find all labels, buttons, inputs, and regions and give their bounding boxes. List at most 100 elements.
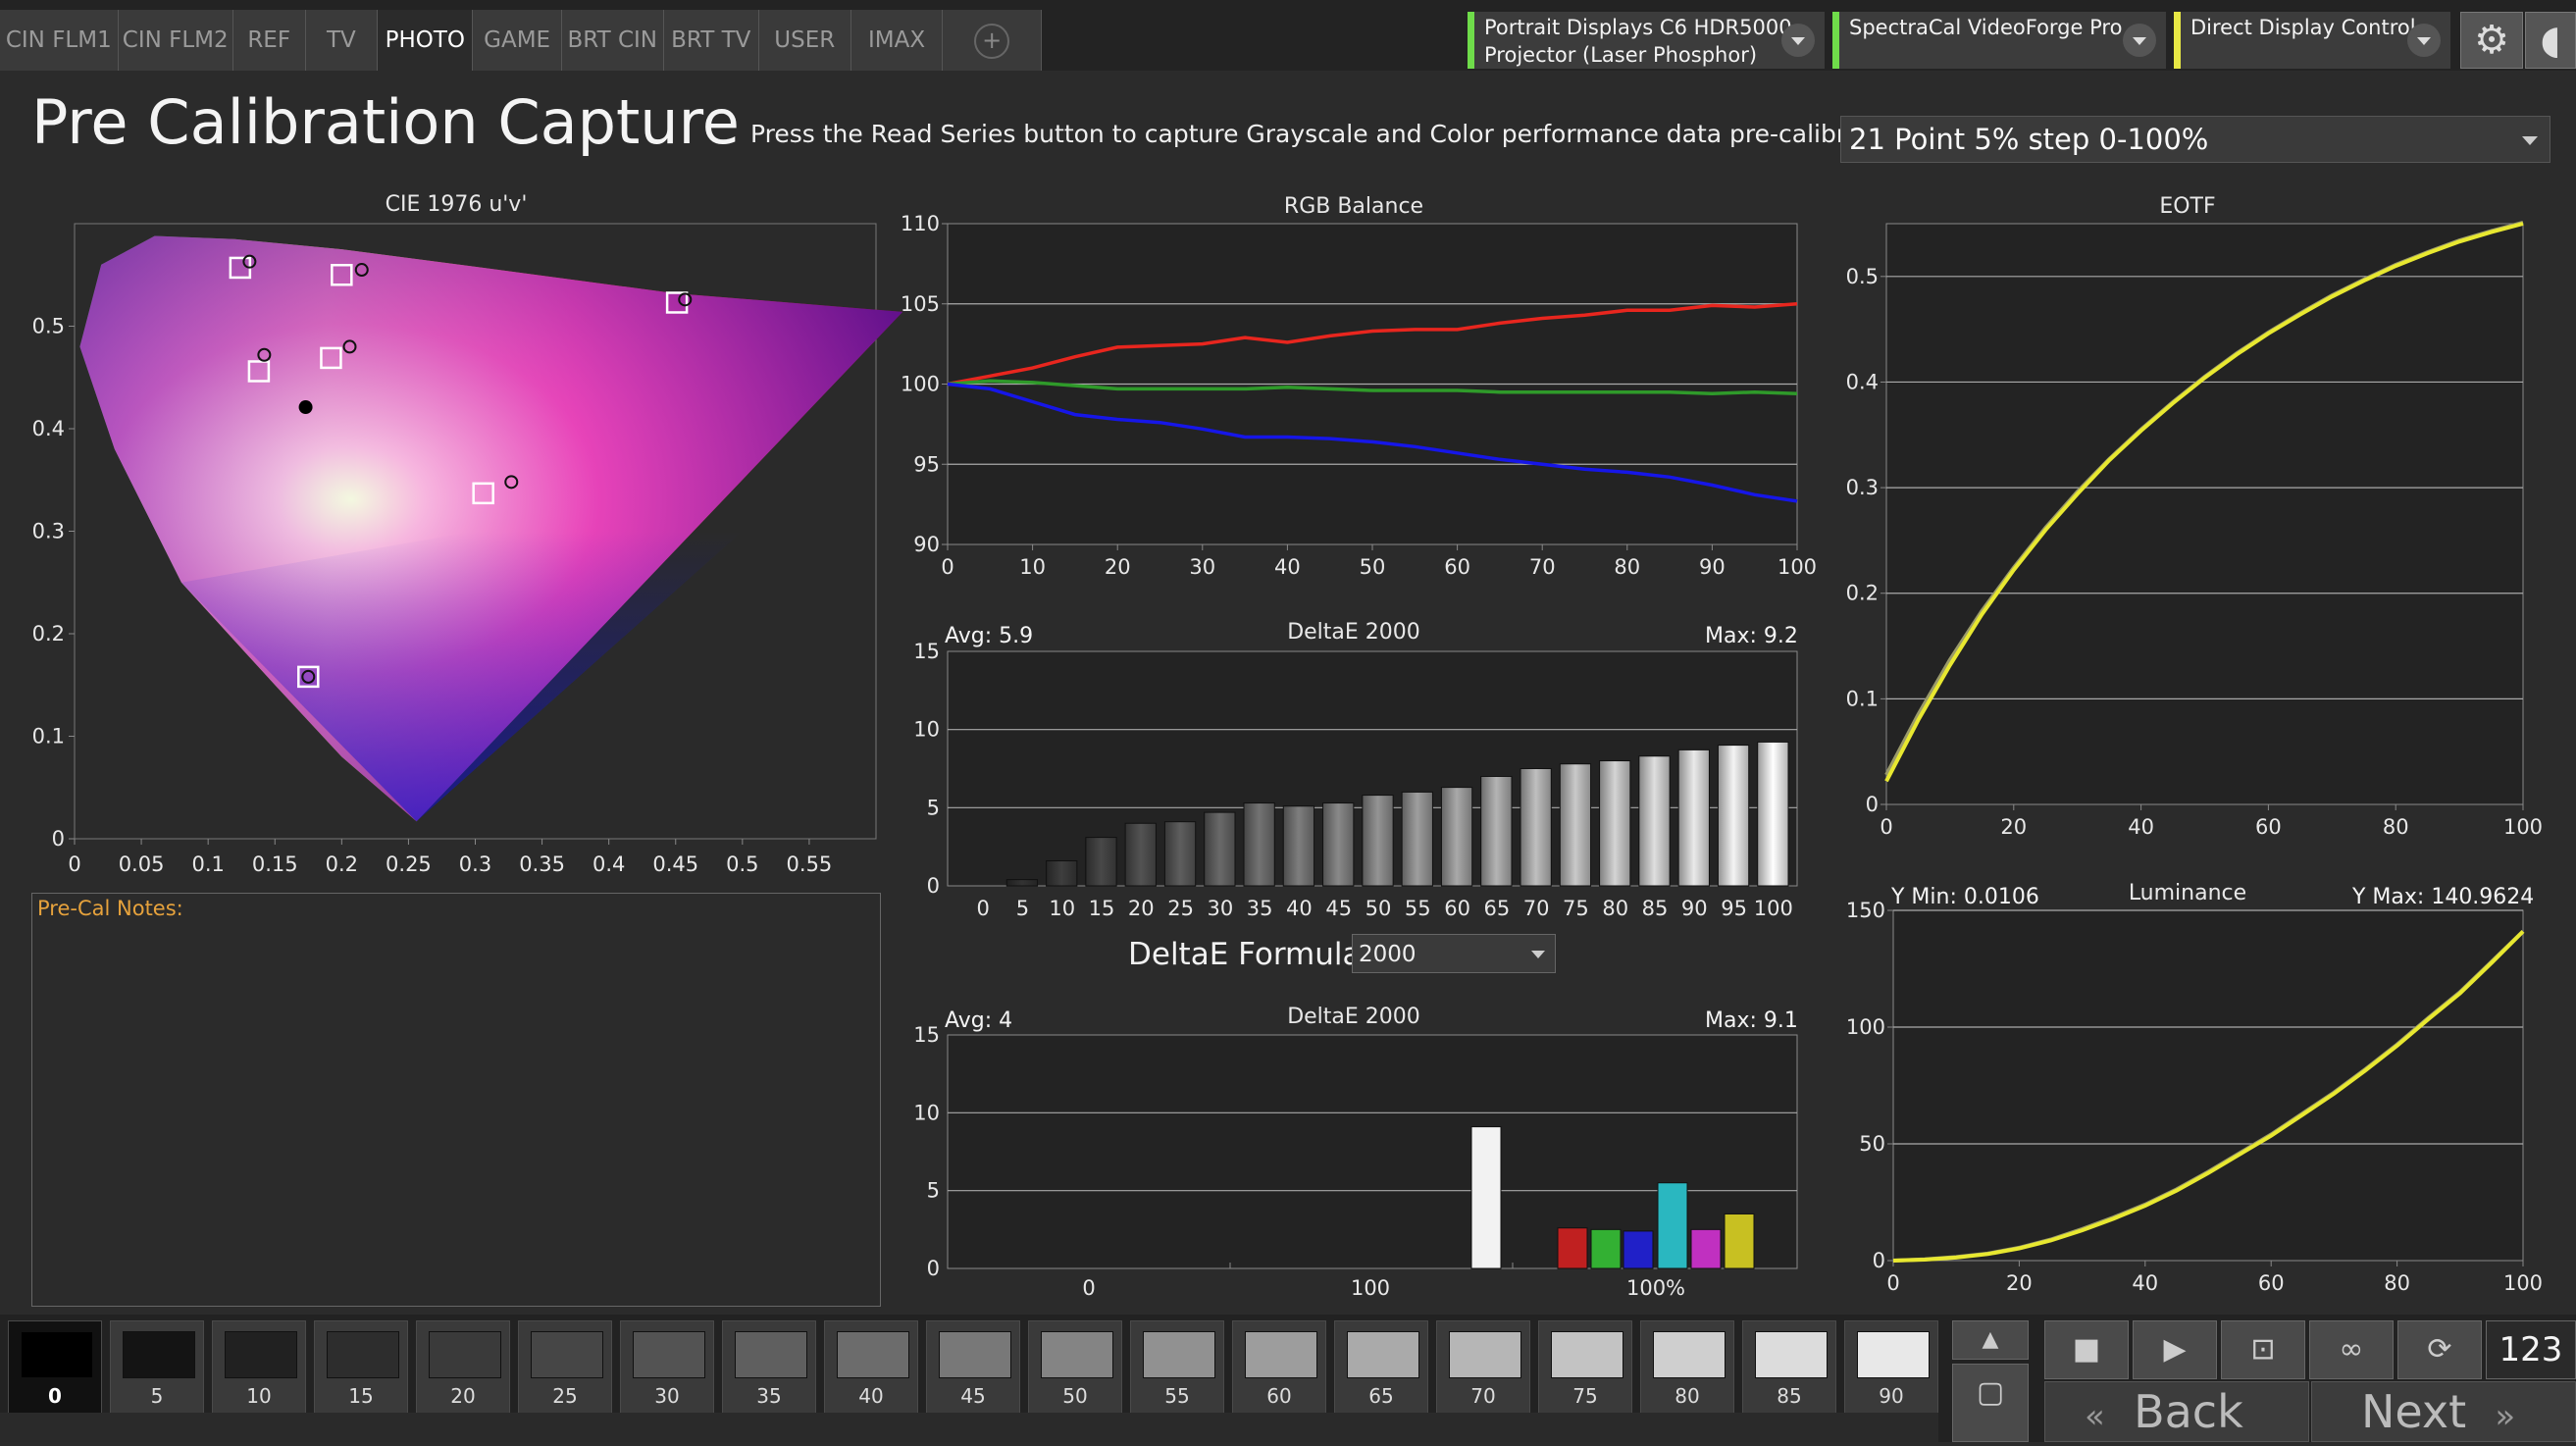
degray-xtick-label: 75 <box>1563 897 1589 920</box>
back-button[interactable]: « Back <box>2044 1381 2309 1442</box>
tab-brt-cin[interactable]: BRT CIN <box>561 10 664 71</box>
read-series-button[interactable]: ▢ <box>1952 1364 2029 1442</box>
bracket-icon: ⊡ <box>2250 1332 2276 1367</box>
degray-xtick-label: 35 <box>1247 897 1273 920</box>
device-name: Portrait Displays C6 HDR5000 <box>1484 16 1792 39</box>
counter-display: 123 <box>2486 1320 2576 1379</box>
swatch-65[interactable]: 65 <box>1334 1320 1428 1415</box>
tab-cin-flm1[interactable]: CIN FLM1 <box>0 10 119 71</box>
deltae-gray-max: Max: 9.2 <box>1705 624 1798 648</box>
rgb-series-blue <box>947 382 1798 503</box>
swatch-5[interactable]: 5 <box>110 1320 204 1415</box>
instruction-text: Press the Read Series button to capture … <box>750 120 1917 148</box>
tab-game[interactable]: GAME <box>473 10 562 71</box>
cie-xtick-label: 0.2 <box>326 852 358 876</box>
rgb-ytick-label: 90 <box>913 533 940 556</box>
swatch-90[interactable]: 90 <box>1844 1320 1938 1415</box>
swatch-25[interactable]: 25 <box>518 1320 612 1415</box>
tab-brt-tv[interactable]: BRT TV <box>663 10 759 71</box>
swatch-label: 65 <box>1368 1384 1394 1408</box>
swatch-40[interactable]: 40 <box>824 1320 918 1415</box>
tab-ref[interactable]: REF <box>232 10 306 71</box>
swatch-chip <box>1245 1331 1317 1378</box>
swatch-60[interactable]: 60 <box>1232 1320 1326 1415</box>
chevron-down-icon[interactable] <box>1781 24 1815 57</box>
decolor-bar-yellow <box>1724 1213 1755 1269</box>
single-read-button[interactable]: ⊡ <box>2221 1320 2305 1379</box>
degray-bar <box>1599 760 1631 887</box>
swatch-chip <box>1143 1331 1215 1378</box>
series-dropdown[interactable]: 21 Point 5% step 0-100% <box>1840 116 2550 163</box>
settings-button[interactable]: ⚙ <box>2460 12 2523 69</box>
tab-photo[interactable]: PHOTO <box>378 10 474 71</box>
degray-xtick-label: 10 <box>1049 897 1075 920</box>
decolor-ytick-label: 15 <box>913 1023 940 1047</box>
scroll-up-button[interactable]: ▲ <box>1952 1320 2029 1360</box>
degray-bar <box>1717 745 1750 887</box>
degray-bar <box>1243 802 1275 887</box>
swatch-55[interactable]: 55 <box>1130 1320 1224 1415</box>
cie-target-point <box>297 665 320 689</box>
cie-measured-point <box>504 475 519 490</box>
chevron-down-icon[interactable] <box>2123 24 2156 57</box>
tab-cin-flm2[interactable]: CIN FLM2 <box>118 10 233 71</box>
eotf-title: EOTF <box>2159 194 2216 219</box>
cie-xtick-label: 0.15 <box>252 852 298 876</box>
refresh-button[interactable]: ⟳ <box>2397 1320 2482 1379</box>
play-button[interactable]: ▶ <box>2133 1320 2217 1379</box>
tab-imax[interactable]: IMAX <box>850 10 944 71</box>
degray-bar <box>1322 802 1355 887</box>
degray-bar <box>1124 822 1157 887</box>
notes-textarea[interactable] <box>31 893 881 1307</box>
deltae-formula-value: 2000 <box>1359 942 1417 967</box>
horizontal-scrollbar[interactable] <box>0 1413 1938 1442</box>
swatch-50[interactable]: 50 <box>1028 1320 1122 1415</box>
degray-ytick-label: 0 <box>927 874 940 898</box>
tab-tv[interactable]: TV <box>305 10 379 71</box>
swatch-15[interactable]: 15 <box>314 1320 408 1415</box>
swatch-chip <box>225 1331 297 1378</box>
eotf-xtick-label: 100 <box>2503 815 2543 839</box>
cie-measured-point <box>257 347 272 362</box>
continuous-read-button[interactable]: ∞ <box>2309 1320 2394 1379</box>
swatch-label: 20 <box>450 1384 476 1408</box>
cie-target-point <box>320 346 342 370</box>
swatch-chip <box>1857 1331 1930 1378</box>
swatch-75[interactable]: 75 <box>1538 1320 1632 1415</box>
swatch-80[interactable]: 80 <box>1640 1320 1734 1415</box>
degray-xtick-label: 95 <box>1721 897 1747 920</box>
degray-xtick-label: 5 <box>1016 897 1029 920</box>
swatch-85[interactable]: 85 <box>1742 1320 1836 1415</box>
swatch-20[interactable]: 20 <box>416 1320 510 1415</box>
swatch-10[interactable]: 10 <box>212 1320 306 1415</box>
tab-user[interactable]: USER <box>758 10 851 71</box>
swatch-45[interactable]: 45 <box>926 1320 1020 1415</box>
degray-ytick-label: 15 <box>913 640 940 663</box>
device-selector-3[interactable]: Direct Display Control <box>2174 12 2450 69</box>
swatch-70[interactable]: 70 <box>1436 1320 1530 1415</box>
device-selector-1[interactable]: Portrait Displays C6 HDR5000 Projector (L… <box>1468 12 1825 69</box>
overflow-button[interactable]: ◖ <box>2525 12 2576 69</box>
lum-xtick-label: 60 <box>2258 1271 2285 1295</box>
swatch-35[interactable]: 35 <box>722 1320 816 1415</box>
cie-measured-point <box>301 669 316 684</box>
next-label: Next <box>2361 1385 2467 1438</box>
stop-button[interactable]: ■ <box>2044 1320 2129 1379</box>
swatch-0[interactable]: 0 <box>8 1320 102 1415</box>
device-selector-2[interactable]: SpectraCal VideoForge Pro <box>1832 12 2166 69</box>
chevron-down-icon[interactable] <box>2407 24 2441 57</box>
add-tab-button[interactable]: + <box>943 10 1042 71</box>
decolor-xtick-label: 0 <box>1082 1276 1095 1300</box>
cie-xtick-label: 0.3 <box>459 852 491 876</box>
swatch-label: 15 <box>348 1384 374 1408</box>
decolor-bar-cyan <box>1657 1182 1688 1269</box>
deltae-formula-dropdown[interactable]: 2000 <box>1352 934 1556 973</box>
swatch-label: 60 <box>1266 1384 1292 1408</box>
next-button[interactable]: Next » <box>2311 1381 2576 1442</box>
swatch-30[interactable]: 30 <box>620 1320 714 1415</box>
device-name: SpectraCal VideoForge Pro <box>1849 16 2123 39</box>
double-chevron-left-icon: « <box>2085 1397 2105 1436</box>
swatch-chip <box>1347 1331 1419 1378</box>
